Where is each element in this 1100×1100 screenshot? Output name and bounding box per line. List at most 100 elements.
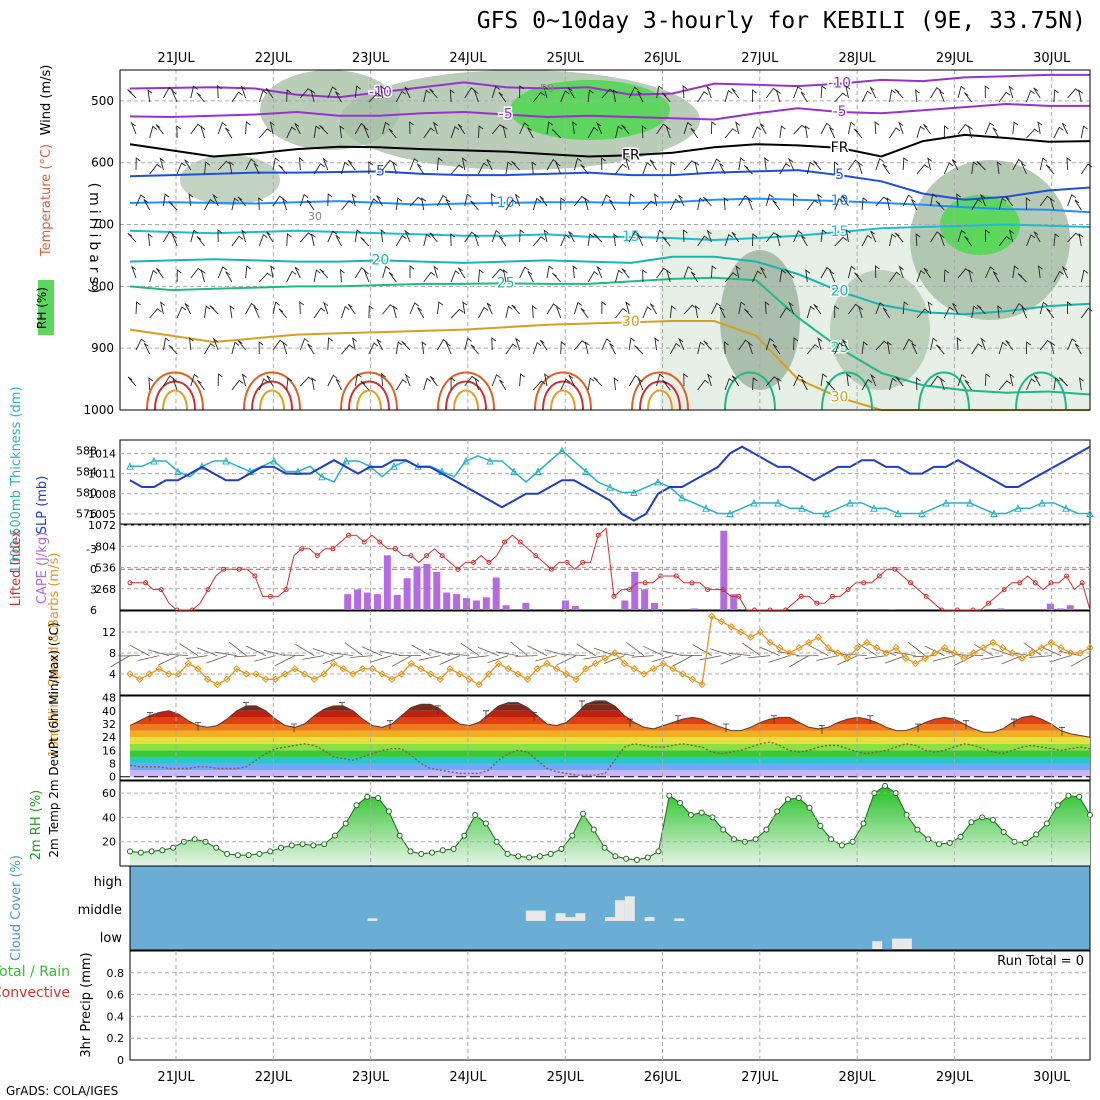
rh2m-marker (472, 812, 479, 818)
wind-speed-marker (320, 670, 328, 678)
rh-legend-swatch (38, 280, 54, 335)
surface-wind-barb (496, 651, 518, 656)
wind-barb (669, 342, 681, 355)
wind-barb (231, 91, 243, 103)
surface-wind-barb (631, 655, 654, 658)
wind-barb (258, 89, 268, 103)
rh2m-marker (731, 836, 738, 843)
wind-barb (409, 265, 415, 278)
cape-bar (1056, 608, 1064, 610)
wind-barb (347, 160, 356, 171)
wind-barb (587, 377, 595, 391)
surface-wind-barb (110, 655, 131, 667)
rh2m-marker (515, 853, 522, 860)
wind-barb (176, 162, 186, 175)
wind-barb (162, 337, 170, 351)
wind-barb (266, 231, 274, 243)
surface-wind-barb (759, 646, 780, 656)
wind-barb (231, 379, 244, 391)
wind-speed-marker (378, 670, 386, 678)
wind-barb (354, 85, 361, 99)
wind-barb (188, 193, 194, 207)
cloud-block (367, 918, 378, 921)
wind-barb (217, 121, 227, 135)
wind-barb (1026, 341, 1031, 355)
thickness-marker (654, 477, 662, 486)
wind-barb (669, 305, 676, 319)
wind-barb (502, 269, 508, 283)
wind-speed-marker (329, 659, 338, 668)
wind-barb (682, 85, 688, 99)
wind-barb (724, 377, 734, 391)
wind-barb (135, 301, 141, 315)
date-label-top: 25JUL (547, 51, 585, 66)
pressure-tick-label: 700 (91, 218, 114, 232)
wind-speed-marker (252, 670, 260, 678)
lifted-index-marker (892, 566, 898, 572)
thickness-marker (510, 467, 518, 475)
cape-bar (720, 530, 728, 610)
wind-barb (662, 236, 671, 247)
wind-barb (313, 307, 326, 319)
cape-tick-label: 804 (95, 540, 116, 553)
wind-barb (1017, 273, 1027, 283)
rh2m-marker (957, 833, 964, 840)
wind-barb (511, 160, 520, 171)
wind-barb (429, 232, 438, 243)
wind-barb (662, 380, 671, 391)
wind-speed-marker (1018, 654, 1026, 662)
wind-barb (231, 197, 239, 211)
wind-barb (162, 193, 170, 207)
wind-speed-marker (882, 649, 891, 657)
wind-barb (916, 377, 921, 391)
surface-wind-barb (391, 655, 412, 667)
cloud-cover-axis-label: Cloud Cover (%) (9, 855, 24, 961)
wind-speed-marker (562, 670, 571, 678)
wind-barb (820, 373, 828, 387)
wind-speed-marker (126, 670, 134, 678)
wind-barb (311, 377, 317, 391)
wind-barb (491, 85, 500, 99)
wind-barb (229, 161, 235, 175)
surface-wind-barb (556, 655, 577, 666)
lifted-tick-label: 6 (90, 604, 97, 617)
wind-barb (486, 302, 493, 315)
surface-wind-barb (1049, 655, 1071, 663)
wind-barb (641, 125, 647, 139)
cape-bar (502, 605, 510, 610)
surface-wind-barb (439, 655, 460, 665)
wind-barb (354, 373, 362, 387)
surface-wind-barb (428, 648, 451, 656)
wind-barb (601, 338, 611, 351)
wind-barb (437, 338, 448, 351)
wind-barb (382, 121, 390, 135)
wind-barb (416, 163, 425, 175)
wind-barb (368, 161, 374, 174)
wind-barb (395, 379, 407, 391)
rh2m-marker (504, 850, 511, 857)
rh2m-marker (580, 810, 587, 817)
wind-barb (241, 229, 247, 243)
wind-barb (319, 125, 329, 135)
thickness-tick-label: 576 (76, 508, 97, 521)
wind-barb (286, 377, 293, 391)
wind-barb (690, 271, 699, 283)
wind-barb (1053, 377, 1060, 391)
wind-barb (710, 121, 717, 135)
wind-barb (1061, 122, 1069, 135)
wind-barb (806, 344, 820, 355)
wind-barb (401, 341, 411, 351)
wind-barb (298, 157, 304, 171)
lifted-index-marker (845, 587, 851, 593)
wind-barb (870, 230, 877, 243)
isotherm-line (129, 169, 1091, 201)
wind-speed-marker (281, 670, 289, 678)
wind-barb (915, 89, 920, 103)
wind-speed-marker (853, 644, 861, 652)
wind-barb (531, 161, 537, 175)
wind-barb (307, 343, 315, 355)
wind-barb (649, 159, 657, 171)
wind-barb (992, 127, 1000, 139)
cape-bar (492, 577, 500, 610)
